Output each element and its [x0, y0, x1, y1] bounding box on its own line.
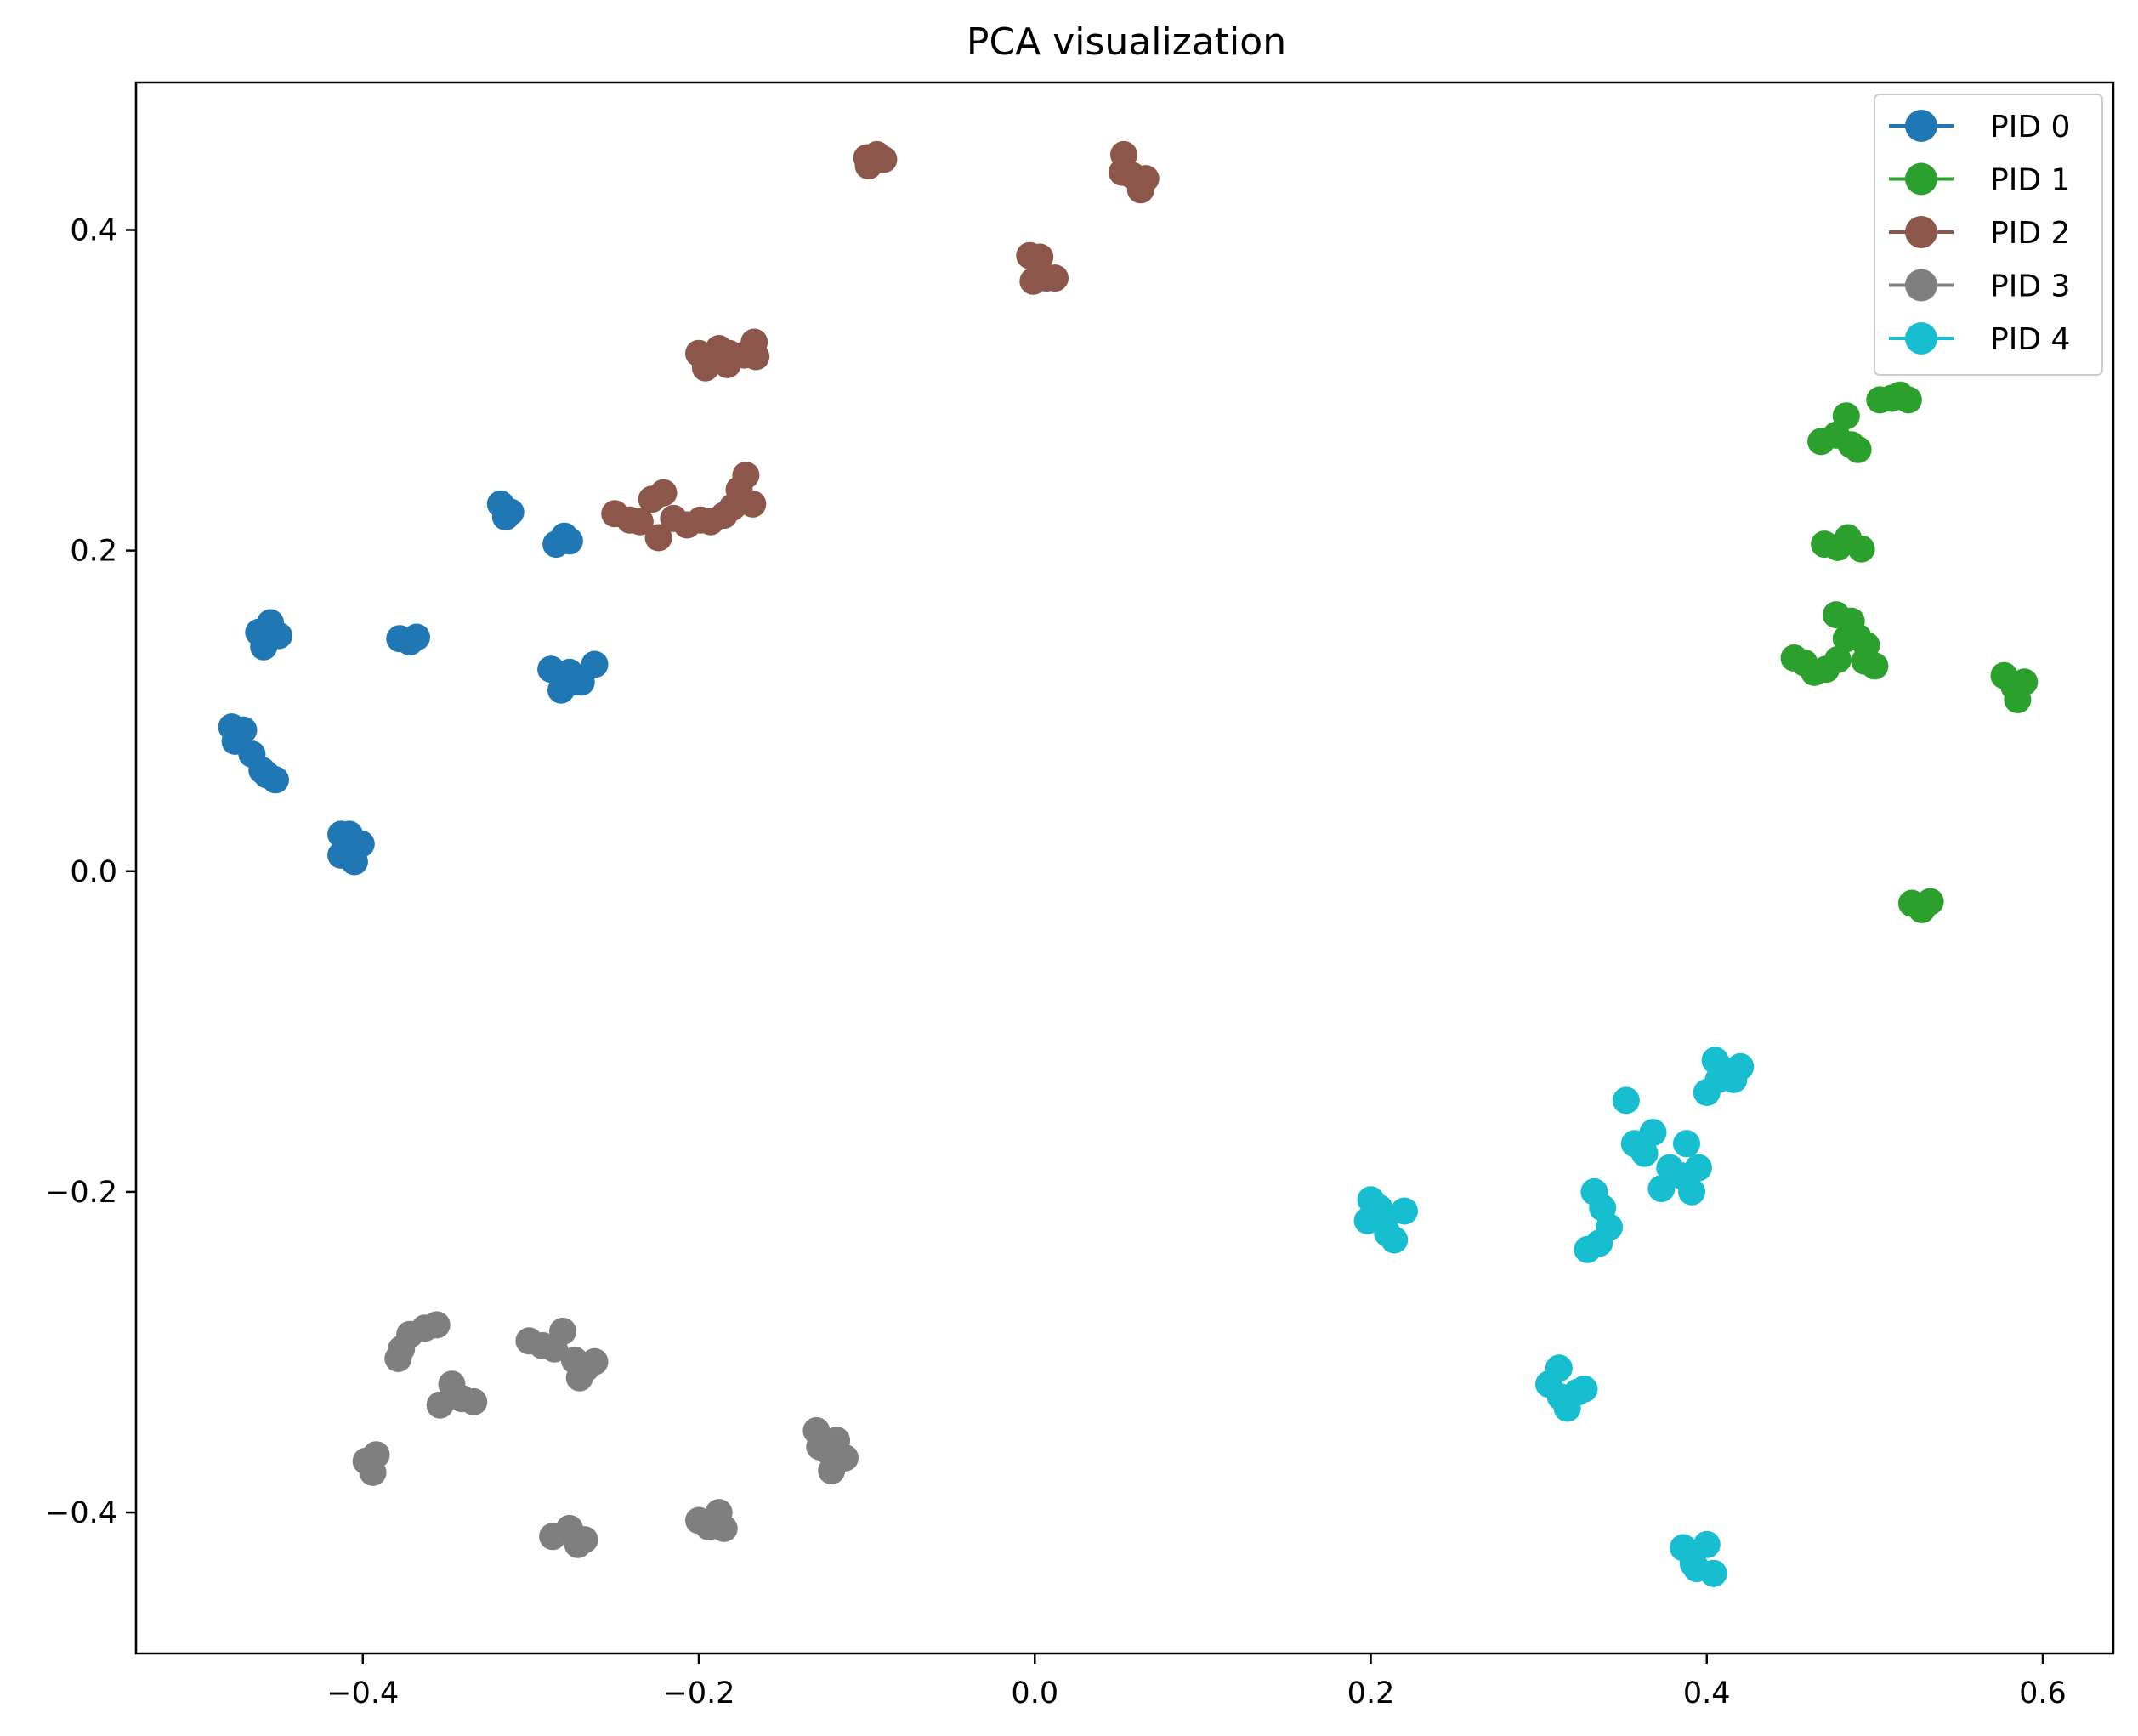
- data-point-pid2: [644, 524, 672, 552]
- data-point-pid0: [581, 650, 609, 678]
- data-point-pid1: [1894, 386, 1922, 414]
- data-point-pid1: [1916, 888, 1944, 916]
- y-tick-label: 0.2: [70, 535, 117, 569]
- x-tick-label: 0.0: [1011, 1676, 1058, 1710]
- data-point-pid1: [1812, 655, 1840, 684]
- legend: PID 0 PID 1 PID 2 PID 3 PID 4: [1874, 94, 2103, 376]
- data-point-pid4: [1678, 1177, 1705, 1206]
- data-point-pid0: [557, 668, 585, 696]
- data-point-pid4: [1357, 1186, 1385, 1214]
- data-point-pid0: [327, 841, 355, 869]
- y-tick-label: 0.0: [70, 855, 117, 889]
- data-point-pid2: [742, 343, 770, 371]
- data-point-pid1: [1861, 652, 1889, 680]
- legend-marker-pid0: [1905, 110, 1937, 142]
- plot-frame: [134, 81, 2115, 1655]
- data-point-pid4: [1679, 1550, 1707, 1578]
- legend-marker-pid2: [1905, 216, 1937, 248]
- data-point-pid2: [649, 479, 678, 507]
- data-point-pid4: [1545, 1354, 1573, 1382]
- data-point-pid2: [1019, 267, 1047, 295]
- data-point-pid3: [570, 1526, 598, 1554]
- data-point-pid2: [1041, 264, 1069, 292]
- data-point-pid2: [1131, 165, 1160, 193]
- points-layer: [218, 140, 2039, 1587]
- data-point-pid4: [1574, 1235, 1602, 1263]
- data-point-pid2: [739, 490, 767, 518]
- x-tick-label: 0.2: [1347, 1676, 1395, 1710]
- data-point-pid1: [2010, 668, 2039, 696]
- data-point-pid4: [1391, 1197, 1418, 1225]
- data-point-pid3: [422, 1311, 451, 1339]
- data-point-pid4: [1570, 1375, 1598, 1403]
- legend-marker-pid4: [1905, 322, 1937, 355]
- data-point-pid2: [1026, 243, 1054, 271]
- data-point-pid2: [691, 354, 719, 382]
- data-point-pid0: [253, 761, 281, 789]
- data-point-pid0: [491, 503, 519, 530]
- data-point-pid0: [336, 820, 363, 848]
- legend-label-pid0: PID 0: [1990, 110, 2070, 145]
- data-point-pid2: [870, 145, 898, 173]
- data-point-pid3: [362, 1441, 390, 1469]
- data-point-pid4: [1647, 1175, 1676, 1203]
- data-point-pid4: [1546, 1383, 1574, 1411]
- data-point-pid4: [1727, 1052, 1755, 1081]
- data-point-pid3: [818, 1457, 846, 1484]
- legend-label-pid3: PID 3: [1990, 269, 2070, 304]
- x-tick-label: 0.6: [2019, 1676, 2067, 1710]
- legend-marker-pid3: [1905, 269, 1937, 302]
- data-point-pid4: [1673, 1130, 1700, 1158]
- data-point-pid4: [1639, 1119, 1667, 1147]
- data-point-pid3: [384, 1345, 412, 1372]
- data-point-pid4: [1699, 1559, 1727, 1587]
- y-tick-label: −0.4: [45, 1496, 117, 1530]
- data-point-pid2: [732, 462, 760, 489]
- legend-label-pid4: PID 4: [1990, 322, 2070, 357]
- data-point-pid4: [1612, 1086, 1640, 1115]
- y-tick-label: 0.4: [70, 213, 117, 247]
- data-point-pid3: [710, 1514, 738, 1542]
- data-point-pid0: [403, 623, 430, 651]
- data-point-pid1: [1847, 535, 1875, 563]
- data-point-pid4: [1630, 1139, 1659, 1167]
- data-point-pid4: [1370, 1208, 1398, 1236]
- data-point-pid4: [1704, 1065, 1733, 1093]
- data-point-pid2: [626, 508, 654, 536]
- data-point-pid1: [1832, 402, 1860, 430]
- data-point-pid0: [265, 621, 292, 650]
- x-tick-label: −0.2: [663, 1676, 735, 1710]
- data-point-pid3: [565, 1364, 593, 1392]
- legend-marker-pid1: [1905, 162, 1937, 196]
- legend-label-pid1: PID 1: [1990, 163, 2070, 198]
- data-point-pid1: [1844, 435, 1872, 463]
- data-point-pid3: [460, 1387, 488, 1415]
- chart-title: PCA visualization: [967, 20, 1286, 64]
- legend-label-pid2: PID 2: [1990, 216, 2070, 251]
- data-point-pid1: [1852, 631, 1880, 659]
- x-tick-label: −0.4: [326, 1676, 399, 1710]
- data-point-pid4: [1693, 1530, 1721, 1558]
- data-point-pid3: [549, 1318, 576, 1345]
- data-point-pid0: [555, 527, 583, 555]
- x-tick-label: 0.4: [1683, 1676, 1731, 1710]
- axes-layer: −0.4 −0.2 0.0 0.2 0.4 0.6 −0.4 −0.2 0.0 0.2 0.4: [45, 213, 2067, 1710]
- data-point-pid3: [426, 1391, 454, 1419]
- data-point-pid4: [1684, 1154, 1712, 1182]
- legend-box: [1874, 94, 2103, 376]
- y-tick-label: −0.2: [45, 1176, 117, 1210]
- data-point-pid3: [806, 1432, 834, 1461]
